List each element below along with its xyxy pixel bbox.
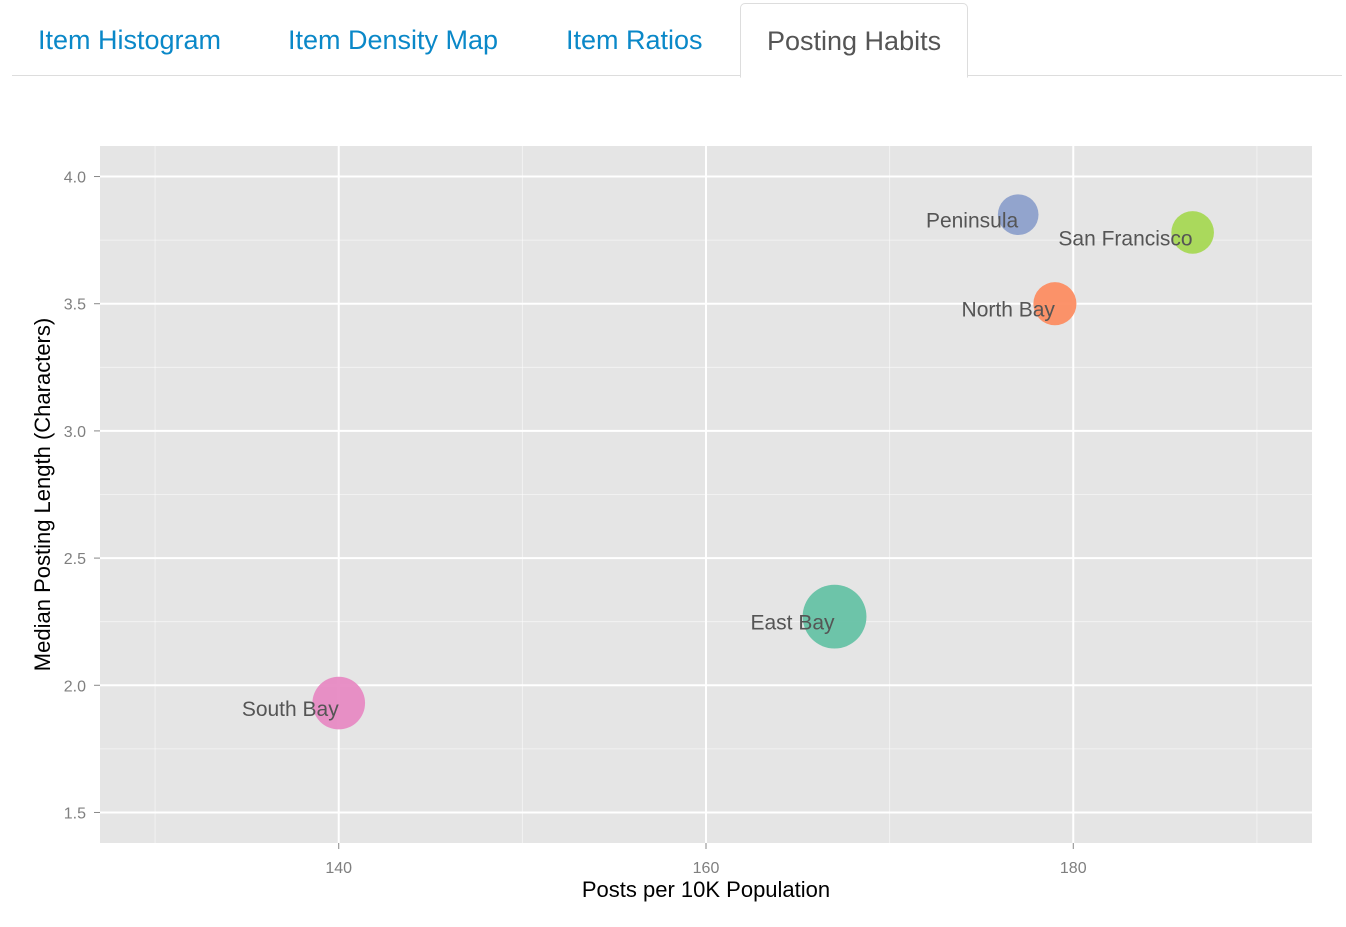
y-tick-label: 4.0 [64,170,86,187]
tab-posting-habits[interactable]: Posting Habits [740,3,969,78]
data-point [1033,282,1077,326]
point-label: South Bay [242,698,339,721]
point-label: San Francisco [1058,227,1192,250]
y-axis-title: Median Posting Length (Characters) [30,318,55,671]
data-point [802,584,867,649]
data-point [312,676,366,730]
y-tick-label: 2.5 [64,551,86,568]
point-label: Peninsula [926,210,1019,233]
tab-item-histogram[interactable]: Item Histogram [38,25,222,55]
point-label: North Bay [962,299,1056,322]
y-tick-label: 1.5 [64,805,86,822]
y-tick-label: 2.0 [64,678,86,695]
x-axis-title: Posts per 10K Population [582,877,830,902]
y-tick-label: 3.0 [64,424,86,441]
tab-item-density-map[interactable]: Item Density Map [288,25,499,55]
tab-bar: Item Histogram Item Density Map Item Rat… [12,0,1342,78]
data-point [997,194,1039,236]
chart-container: 140 160 180 1.5 2.0 2.5 3.0 3.5 4.0 Peninsula San … [0,100,1346,922]
point-label: East Bay [750,612,835,635]
tab-item-ratios[interactable]: Item Ratios [566,25,703,55]
x-tick-label: 140 [325,860,352,877]
scatter-chart: 140 160 180 1.5 2.0 2.5 3.0 3.5 4.0 Peninsula San … [30,146,1312,902]
x-tick-label: 180 [1060,860,1087,877]
x-tick-label: 160 [693,860,720,877]
data-point [1171,211,1214,254]
y-tick-label: 3.5 [64,297,86,314]
